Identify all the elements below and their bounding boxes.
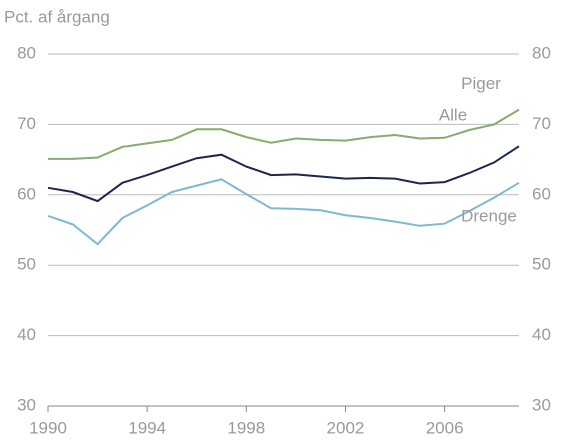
y-tick-label-right: 80	[532, 43, 551, 62]
y-tick-label-right: 60	[532, 184, 551, 203]
series-line	[48, 108, 520, 160]
y-tick-label-right: 40	[532, 325, 551, 344]
series-line	[47, 145, 520, 203]
x-tick-label: 1990	[29, 418, 67, 437]
y-tick-label: 30	[17, 395, 36, 414]
x-tick-label: 2006	[426, 418, 464, 437]
y-tick-label: 70	[17, 114, 36, 133]
x-tick-label: 1994	[128, 418, 166, 437]
series-label: Piger	[461, 74, 501, 93]
y-tick-label: 80	[17, 43, 36, 62]
x-tick-label: 1998	[227, 418, 265, 437]
y-axis-label: Pct. af årgang	[4, 7, 110, 26]
y-tick-label: 40	[17, 325, 36, 344]
y-tick-label-right: 50	[532, 255, 551, 274]
series-label: Alle	[439, 106, 467, 125]
series-label: Drenge	[461, 206, 517, 225]
y-tick-label-right: 30	[532, 395, 551, 414]
y-tick-label-right: 70	[532, 114, 551, 133]
series-line	[47, 178, 520, 246]
y-tick-label: 60	[17, 184, 36, 203]
y-tick-label: 50	[17, 255, 36, 274]
x-tick-label: 2002	[327, 418, 365, 437]
